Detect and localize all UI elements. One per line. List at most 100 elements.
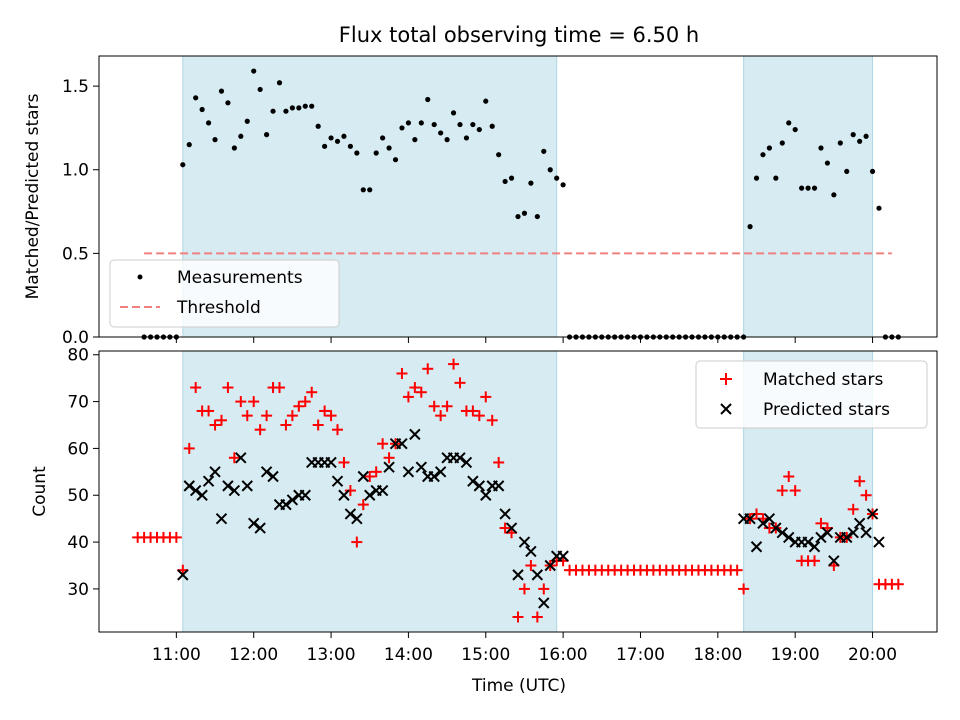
matched-star-point xyxy=(493,456,505,468)
counts-x-tick-label: 13:00 xyxy=(307,645,356,665)
predicted-star-point xyxy=(177,569,189,581)
matched-star-point xyxy=(499,522,511,534)
measurement-point xyxy=(418,120,424,126)
counts-y-tick-label: 30 xyxy=(67,580,89,600)
measurement-point xyxy=(863,133,869,139)
matched-star-point xyxy=(203,405,215,417)
matched-star-point xyxy=(325,410,337,422)
counts-y-tick-label: 50 xyxy=(67,486,89,506)
measurement-point xyxy=(502,178,508,185)
predicted-star-point xyxy=(189,484,202,497)
measurement-point xyxy=(869,168,876,175)
measurement-point xyxy=(328,135,334,141)
matched-legend-marker xyxy=(720,373,732,385)
predicted-star-point xyxy=(473,480,486,492)
matched-legend-label: Matched stars xyxy=(763,370,883,390)
predicted-star-point xyxy=(267,470,279,483)
measurement-point xyxy=(270,108,276,114)
measurements-legend-label: Measurements xyxy=(177,268,303,288)
measurement-point xyxy=(354,150,360,156)
predicted-star-point xyxy=(757,517,769,530)
predicted-star-point xyxy=(434,466,447,478)
measurement-point xyxy=(521,210,528,216)
matched-star-point xyxy=(512,611,524,623)
predicted-star-point xyxy=(512,569,524,581)
observing-window-2 xyxy=(743,55,874,338)
matched-star-point xyxy=(448,358,460,370)
measurement-point xyxy=(496,152,502,158)
ratio-legend: Measurements Threshold xyxy=(109,259,340,328)
predicted-star-point xyxy=(183,480,195,492)
counts-x-tick-label: 18:00 xyxy=(693,645,742,665)
measurement-point xyxy=(483,98,489,104)
matched-star-point xyxy=(815,517,827,529)
matched-star-point xyxy=(415,386,427,398)
measurement-point xyxy=(560,182,566,188)
predicted-star-point xyxy=(209,466,221,478)
predicted-star-point xyxy=(222,480,234,492)
measurement-point xyxy=(334,138,341,144)
measurement-point xyxy=(786,120,792,126)
predicted-star-point xyxy=(280,498,292,511)
predicted-star-point xyxy=(254,522,266,534)
predicted-star-point xyxy=(744,512,756,525)
predicted-star-point xyxy=(770,522,782,534)
matched-star-point xyxy=(480,391,492,403)
matched-star-point xyxy=(248,396,260,408)
predicted-star-point xyxy=(492,480,505,492)
measurement-point xyxy=(205,120,212,126)
ratio-y-tick-label: 0.5 xyxy=(62,244,89,264)
predicted-star-point xyxy=(235,452,247,464)
matched-star-point xyxy=(751,508,763,520)
measurement-point xyxy=(212,137,218,143)
matched-star-point xyxy=(789,485,801,497)
measurement-point xyxy=(805,185,811,191)
predicted-star-point xyxy=(538,597,550,609)
threshold-legend-label: Threshold xyxy=(176,298,261,318)
predicted-star-point xyxy=(331,475,344,487)
predicted-star-point xyxy=(248,517,260,530)
predicted-star-point xyxy=(808,541,821,553)
measurement-point xyxy=(773,175,779,181)
measurement-point xyxy=(251,68,257,74)
measurement-point xyxy=(218,88,225,94)
ratio-y-tick-label: 0.0 xyxy=(62,328,89,348)
matched-star-point xyxy=(402,391,414,403)
measurement-point xyxy=(779,140,785,146)
matched-star-point xyxy=(854,475,866,487)
predicted-star-point xyxy=(821,527,834,539)
predicted-star-point xyxy=(499,508,511,520)
measurement-point xyxy=(534,213,540,220)
matched-star-point xyxy=(409,382,421,394)
predicted-star-point xyxy=(815,531,827,544)
matched-star-point xyxy=(241,410,253,422)
predicted-star-point xyxy=(557,550,569,562)
measurement-point xyxy=(386,145,392,151)
measurement-point xyxy=(792,126,798,133)
measurement-point xyxy=(476,126,482,133)
measurements-legend-marker xyxy=(137,274,143,280)
measurement-point xyxy=(818,145,824,151)
measurement-point xyxy=(322,143,328,149)
matched-star-point xyxy=(170,531,182,543)
predicted-star-point xyxy=(847,527,859,539)
predicted-star-point xyxy=(525,545,537,558)
ratio-panel: 0.0 0.5 1.0 1.5 Matched/Predicted stars Mea… xyxy=(23,55,938,348)
measurement-point xyxy=(309,103,315,109)
measurement-point xyxy=(489,123,495,129)
measurement-point xyxy=(231,145,237,151)
ratio-plot-frame xyxy=(98,55,938,338)
measurement-point xyxy=(180,162,186,168)
predicted-star-point xyxy=(364,489,376,501)
measurement-point xyxy=(850,132,856,138)
measurement-point xyxy=(844,168,850,175)
measurement-point xyxy=(238,133,244,139)
counts-x-tick-label: 15:00 xyxy=(461,645,510,665)
matched-star-point xyxy=(228,452,240,464)
matched-star-point xyxy=(776,485,788,497)
predicted-star-point xyxy=(853,517,866,530)
measurement-point xyxy=(373,150,379,156)
measurement-point xyxy=(753,175,760,181)
matched-star-point xyxy=(332,424,344,436)
